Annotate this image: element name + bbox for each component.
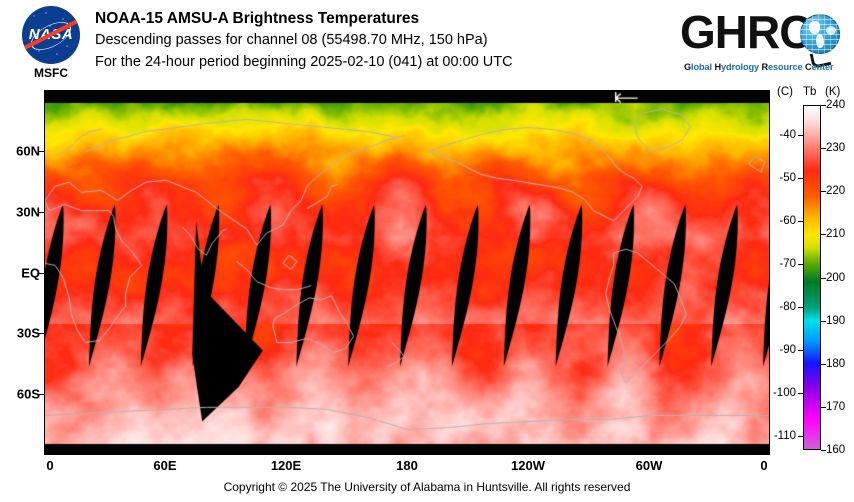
colorbar-label-kelvin: 220 (826, 185, 846, 198)
colorbar-label-celsius: -90 (779, 344, 796, 357)
colorbar-label-celsius: -80 (779, 301, 796, 314)
colorbar-quantity-label: Tb (803, 86, 817, 98)
colorbar-tick-kelvin (821, 406, 826, 408)
colorbar-tick-kelvin (821, 450, 826, 451)
longitude-tick (649, 449, 650, 455)
longitude-tick-label: 0 (760, 458, 768, 473)
colorbar-label-kelvin: 180 (826, 357, 846, 370)
colorbar-tick-kelvin (821, 234, 826, 236)
ghrc-logo: GHRC Global Hydrology Resource Center (680, 8, 842, 78)
latitude-tick-label: 60N (16, 143, 40, 159)
colorbar-label-celsius: -60 (779, 214, 796, 227)
ghrc-tagline: Global Hydrology Resource Center (684, 62, 834, 72)
latitude-tick-label: 30N (16, 204, 40, 220)
colorbar-tick-kelvin (821, 320, 826, 322)
colorbar-label-kelvin: 200 (826, 271, 846, 284)
latitude-tick (38, 211, 44, 213)
colorbar-panel: (C) Tb (K) 240 230 220 210 200 190 180 170 160 -4… (773, 86, 854, 466)
latitude-tick (38, 333, 44, 335)
globe-landmass (809, 21, 820, 34)
page-subtitle-period: For the 24-hour period beginning 2025-02… (95, 54, 513, 70)
latitude-tick (38, 394, 44, 396)
colorbar-tick-celsius (798, 263, 803, 265)
colorbar-tick-kelvin (821, 148, 826, 150)
colorbar-tick-kelvin (821, 191, 826, 193)
map-plot-frame (44, 90, 770, 455)
colorbar-label-kelvin: 160 (826, 444, 846, 456)
colorbar-label-celsius: -110 (773, 430, 796, 443)
longitude-tick-label: 60E (153, 458, 177, 473)
longitude-tick (44, 449, 45, 455)
latitude-tick-label: EQ (21, 265, 40, 280)
colorbar-tick-celsius (798, 177, 803, 179)
nasa-meatball-icon: NASA (22, 6, 80, 64)
page-title: NOAA-15 AMSU-A Brightness Temperatures (95, 10, 420, 27)
longitude-tick (769, 449, 770, 455)
latitude-tick (38, 150, 44, 152)
page-subtitle-channel: Descending passes for channel 08 (55498.… (95, 32, 488, 48)
longitude-tick (407, 449, 408, 455)
brightness-temperature-map (45, 91, 769, 454)
longitude-axis: 0 60E 120E 180 120W 60W 0 (44, 449, 770, 479)
colorbar-tick-celsius (798, 393, 803, 395)
colorbar-label-kelvin: 240 (826, 99, 846, 111)
colorbar-tick-celsius (798, 350, 803, 352)
title-block: NOAA-15 AMSU-A Brightness Temperatures D… (95, 8, 675, 73)
header: NASA MSFC NOAA-15 AMSU-A Brightness Temp… (0, 0, 854, 88)
longitude-tick-label: 120E (270, 458, 302, 473)
copyright-notice: Copyright © 2025 The University of Alaba… (223, 480, 631, 494)
nasa-logo: NASA MSFC (14, 4, 86, 84)
colorbar-label-celsius: -70 (779, 257, 796, 270)
colorbar-label-kelvin: 190 (826, 314, 846, 327)
colorbar-tick-kelvin (821, 363, 826, 365)
longitude-tick-label: 180 (396, 458, 418, 473)
longitude-tick-label: 120W (511, 458, 545, 473)
latitude-tick-label: 60S (16, 386, 40, 402)
longitude-tick (165, 449, 166, 455)
latitude-tick (38, 272, 44, 274)
colorbar-label-celsius: -100 (772, 387, 796, 400)
colorbar-label-kelvin: 170 (826, 400, 846, 413)
longitude-tick (528, 449, 529, 455)
colorbar-label-kelvin: 210 (826, 228, 846, 241)
colorbar-tick-celsius (798, 436, 803, 438)
colorbar-tick-celsius (798, 134, 803, 136)
colorbar-tick-celsius (798, 307, 803, 309)
colorbar-tick-celsius (798, 220, 803, 222)
globe-landmass (826, 26, 836, 35)
longitude-tick-label: 60W (635, 458, 663, 473)
colorbar-tick-kelvin (821, 105, 826, 106)
colorbar-gradient (803, 105, 821, 450)
longitude-tick (286, 449, 287, 455)
colorbar-label-celsius: -40 (779, 128, 796, 141)
globe-landmass (816, 34, 824, 48)
latitude-tick-label: 30S (16, 325, 40, 341)
nasa-center-label: MSFC (34, 66, 68, 80)
ghrc-letters: GHRC (680, 6, 812, 58)
colorbar-tick-kelvin (821, 277, 826, 279)
latitude-axis: 60N 30N EQ 30S 60S (0, 90, 44, 455)
colorbar-label-celsius: -50 (779, 171, 796, 184)
longitude-tick-label: 0 (46, 458, 54, 473)
globe-icon (800, 14, 840, 54)
colorbar-label-kelvin: 230 (826, 142, 846, 155)
colorbar-kelvin-unit: (K) (825, 86, 841, 98)
colorbar-celsius-unit: (C) (777, 86, 793, 98)
